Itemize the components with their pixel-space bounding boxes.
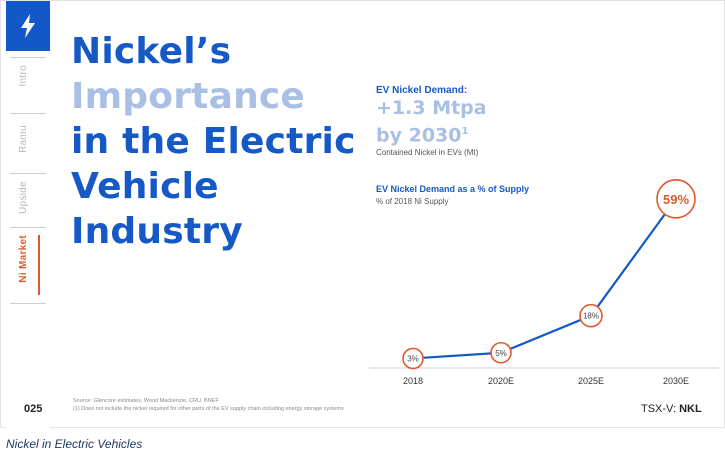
- stat-subtext: Contained Nickel in EVs (Mt): [376, 148, 479, 157]
- source-line: Source: Glencore estimates, Wood Mackenz…: [73, 398, 219, 404]
- ticker-symbol: NKL: [679, 403, 702, 415]
- data-point: [402, 347, 424, 370]
- active-nav-indicator: [38, 235, 40, 295]
- ev-demand-chart: 3% 2018 5% 2020E 18% 2025E 59% 2030E: [369, 179, 719, 386]
- footnote-mark: 1: [461, 126, 469, 137]
- source-notes: Source: Glencore estimates, Wood Mackenz…: [73, 397, 344, 413]
- logo-button[interactable]: [6, 1, 50, 51]
- ticker-prefix: TSX-V:: [641, 403, 680, 415]
- x-tick-label: 2020E: [488, 376, 514, 386]
- title-line: Vehicle: [71, 166, 219, 207]
- data-point: [579, 303, 603, 328]
- nav-divider: [10, 57, 46, 58]
- x-tick-label: 2030E: [663, 376, 689, 386]
- slide: Intro Ramu Upside Ni Market 025 Nickel’s…: [0, 0, 725, 429]
- page-number: 025: [24, 403, 43, 415]
- data-label: 18%: [583, 312, 599, 321]
- data-point: [490, 341, 512, 364]
- chart-subheading: % of 2018 Ni Supply: [376, 197, 449, 206]
- data-label: 5%: [495, 349, 507, 358]
- nav-divider: [10, 173, 46, 174]
- stat-value-line2: by 20301: [376, 120, 487, 147]
- stat-value: +1.3 Mtpa by 20301: [376, 97, 487, 147]
- x-tick-label: 2018: [403, 376, 423, 386]
- nav-divider: [10, 303, 46, 304]
- data-label: 59%: [663, 192, 689, 207]
- footnote-line: (1) Does not include the nickel required…: [73, 406, 344, 412]
- title-line: Industry: [71, 211, 243, 252]
- x-tick-label: 2025E: [578, 376, 604, 386]
- page-title: Nickel’s Importance in the Electric Vehi…: [71, 29, 356, 254]
- nav-divider: [10, 113, 46, 114]
- ticker-label: TSX-V: NKL: [641, 403, 702, 415]
- sidebar-nav: Intro Ramu Upside Ni Market 025: [6, 1, 50, 429]
- data-label: 3%: [407, 354, 419, 363]
- data-point: [656, 179, 696, 219]
- image-caption: Nickel in Electric Vehicles: [6, 437, 143, 451]
- stat-value-year: by 2030: [376, 124, 462, 147]
- stat-heading: EV Nickel Demand:: [376, 85, 468, 96]
- lightning-bolt-icon: [21, 14, 35, 38]
- title-line-accent: Importance: [71, 76, 306, 117]
- stat-value-line1: +1.3 Mtpa: [376, 97, 487, 119]
- title-line: Nickel’s: [71, 31, 232, 72]
- series-line: [412, 198, 677, 360]
- chart-heading: EV Nickel Demand as a % of Supply: [376, 184, 530, 194]
- nav-divider: [10, 227, 46, 228]
- title-line: in the Electric: [71, 121, 356, 162]
